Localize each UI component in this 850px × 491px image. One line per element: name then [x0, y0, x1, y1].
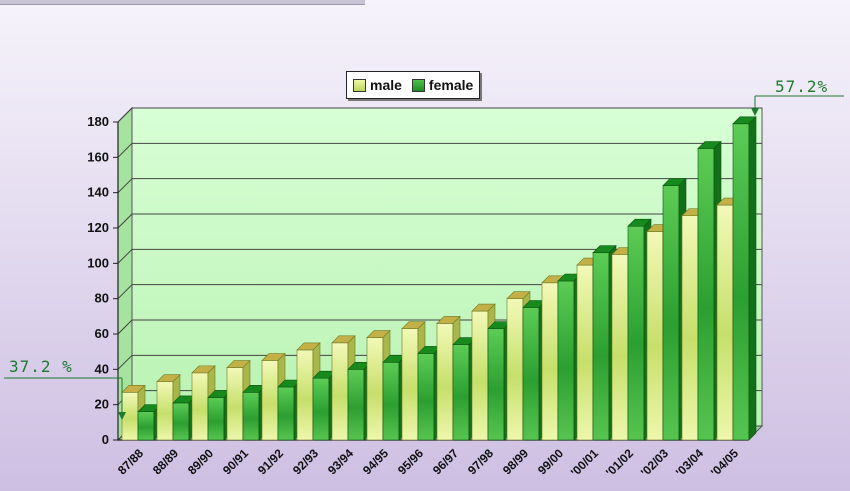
- bar-male: [401, 328, 419, 441]
- y-tick-label: 120: [87, 220, 109, 235]
- bar-female: [732, 123, 750, 441]
- x-tick-label: 98/99: [500, 446, 531, 477]
- bar-female: [382, 361, 400, 441]
- y-tick-label: 160: [87, 149, 109, 164]
- x-tick-label: 96/97: [430, 446, 461, 477]
- bar-male: [646, 231, 664, 441]
- bar-male: [261, 360, 279, 441]
- bar-female: [662, 185, 680, 441]
- annotation-right-percent: 57.2%: [775, 77, 829, 96]
- bar-male: [541, 282, 559, 441]
- bar-male: [121, 391, 139, 441]
- x-tick-label: 91/92: [255, 446, 286, 477]
- y-tick-label: 60: [95, 326, 109, 341]
- bar-female: [137, 411, 155, 441]
- bar-male: [471, 310, 489, 441]
- bar-male: [366, 337, 384, 441]
- gridline-side: [117, 284, 133, 300]
- gridline-side: [117, 142, 133, 158]
- y-tick-label: 140: [87, 185, 109, 200]
- legend-item-male: male: [353, 77, 402, 93]
- gridline-side: [117, 213, 133, 229]
- x-tick-label: 89/90: [185, 446, 216, 477]
- gridline-side: [117, 107, 133, 123]
- annotation-left-arrow: [118, 412, 126, 420]
- x-tick-label: 92/93: [290, 446, 321, 477]
- x-tick-label: 94/95: [360, 446, 391, 477]
- bar-female: [277, 386, 295, 441]
- bar-female: [627, 225, 645, 441]
- bar-male: [436, 323, 454, 441]
- x-tick-label: 88/89: [150, 446, 181, 477]
- y-tick-label: 0: [102, 432, 109, 447]
- bar-female: [487, 328, 505, 441]
- x-tick-label: '04/05: [708, 446, 741, 479]
- bar-male: [156, 381, 174, 441]
- x-tick-label: 87/88: [115, 446, 146, 477]
- bar-male: [226, 367, 244, 441]
- y-tick-label: 40: [95, 361, 109, 376]
- gridline-side: [117, 178, 133, 194]
- x-tick-label: 99/00: [535, 446, 566, 477]
- bar-male: [191, 372, 209, 441]
- legend-label-male: male: [370, 77, 402, 93]
- bar-female: [172, 402, 190, 441]
- bar-female: [522, 307, 540, 441]
- annotation-right-arrow: [751, 108, 759, 116]
- legend: male female: [346, 71, 481, 99]
- y-tick-label: 80: [95, 291, 109, 306]
- y-tick-label: 180: [87, 114, 109, 129]
- annotation-left-percent: 37.2 %: [9, 357, 73, 376]
- bar-female: [417, 353, 435, 441]
- x-tick-label: 90/91: [220, 446, 251, 477]
- bar-side-female: [748, 116, 757, 441]
- bar-male: [716, 204, 734, 441]
- bar-male: [296, 349, 314, 441]
- x-tick-label: 93/94: [325, 446, 356, 477]
- bar-male: [681, 215, 699, 441]
- y-tick-label: 100: [87, 255, 109, 270]
- y-tick-label: 20: [95, 397, 109, 412]
- bar-female: [242, 391, 260, 441]
- bar-female: [207, 397, 225, 441]
- bar-female: [557, 280, 575, 441]
- legend-swatch-female: [411, 78, 425, 92]
- x-tick-label: '00/01: [568, 446, 601, 479]
- gridline-side: [117, 354, 133, 370]
- bar-female: [697, 148, 715, 441]
- bar-male: [611, 254, 629, 441]
- legend-item-female: female: [411, 77, 474, 93]
- gridline-side: [117, 248, 133, 264]
- x-tick-label: '01/02: [603, 446, 636, 479]
- legend-swatch-male: [353, 78, 366, 92]
- bar-female: [452, 344, 470, 441]
- x-tick-label: '03/04: [673, 446, 706, 479]
- bar-male: [576, 264, 594, 441]
- window-top-strip: [0, 0, 365, 5]
- bar-male: [331, 342, 349, 441]
- bar-female: [347, 369, 365, 441]
- legend-label-female: female: [428, 77, 474, 93]
- gridline-side: [117, 319, 133, 335]
- x-tick-label: '02/03: [638, 446, 671, 479]
- x-tick-label: 95/96: [395, 446, 426, 477]
- x-tick-label: 97/98: [465, 446, 496, 477]
- bar-female: [592, 252, 610, 441]
- bar-female: [312, 377, 330, 441]
- bar-male: [506, 298, 524, 441]
